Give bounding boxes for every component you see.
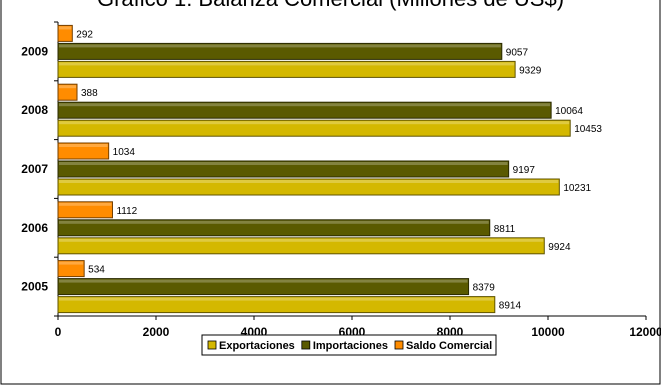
- bar-saldo-comercial: [57, 142, 110, 160]
- bar-importaciones: [57, 42, 503, 60]
- bar-importaciones: [57, 219, 491, 237]
- data-label: 8379: [473, 283, 496, 294]
- bar-saldo-comercial: [57, 24, 73, 42]
- bar-highlight: [59, 26, 72, 30]
- bar-highlight: [59, 121, 570, 125]
- legend-label: Importaciones: [313, 340, 388, 352]
- bar-importaciones: [57, 101, 552, 119]
- bar-highlight: [59, 180, 559, 183]
- bar-highlight: [59, 238, 544, 242]
- bar-highlight: [59, 85, 77, 89]
- bar-highlight: [59, 103, 551, 107]
- y-tick-label: 2006: [21, 221, 48, 235]
- bar-highlight: [59, 279, 468, 283]
- y-tick-label: 2007: [21, 162, 48, 176]
- bar-saldo-comercial: [57, 260, 85, 278]
- legend-box: [201, 334, 497, 356]
- data-label: 9924: [548, 242, 571, 253]
- bar-saldo-comercial: [57, 201, 113, 219]
- legend-label: Saldo Comercial: [406, 340, 492, 352]
- data-label: 292: [76, 29, 93, 40]
- bar-importaciones: [57, 160, 510, 178]
- bar-exportaciones: [57, 60, 516, 78]
- data-label: 10064: [555, 106, 583, 117]
- bar-saldo-comercial: [57, 83, 78, 101]
- x-tick-label: 0: [55, 325, 62, 339]
- bar-highlight: [59, 162, 508, 165]
- chart-title: Grafico 1: Balanza Comercial (Millones d…: [0, 0, 661, 12]
- bar-exportaciones: [57, 296, 496, 314]
- x-tick-label: 10000: [531, 325, 565, 339]
- bar-highlight: [59, 297, 494, 301]
- bar-exportaciones: [57, 119, 571, 137]
- y-tick-label: 2005: [21, 280, 48, 294]
- data-label: 9057: [506, 47, 529, 58]
- data-label: 9197: [513, 165, 536, 176]
- y-tick-label: 2008: [21, 103, 48, 117]
- data-label: 1034: [113, 147, 136, 158]
- bar-highlight: [59, 144, 108, 147]
- bar-highlight: [59, 261, 84, 265]
- x-tick-label: 2000: [143, 325, 170, 339]
- bar-highlight: [59, 44, 501, 48]
- bar-exportaciones: [57, 178, 560, 196]
- data-label: 534: [88, 265, 105, 276]
- x-tick-label: 12000: [629, 325, 661, 339]
- legend-swatch: [207, 340, 217, 350]
- y-tick-label: 2009: [21, 44, 48, 58]
- legend-swatch: [301, 340, 311, 350]
- bar-highlight: [59, 220, 489, 224]
- data-label: 8811: [494, 224, 516, 235]
- bar-highlight: [59, 62, 515, 66]
- data-label: 10231: [563, 183, 591, 194]
- data-label: 1112: [116, 206, 137, 217]
- bar-exportaciones: [57, 237, 545, 255]
- bar-importaciones: [57, 278, 470, 296]
- data-label: 9329: [519, 65, 542, 76]
- data-label: 10453: [574, 124, 602, 135]
- bar-highlight: [59, 202, 112, 206]
- data-label: 8914: [499, 301, 522, 312]
- legend-label: Exportaciones: [219, 340, 295, 352]
- data-label: 388: [81, 88, 98, 99]
- legend-swatch: [394, 340, 404, 350]
